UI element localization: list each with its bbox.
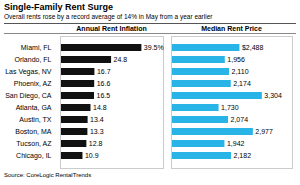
svg-text:13.3: 13.3: [90, 128, 104, 135]
svg-text:Boston, MA: Boston, MA: [15, 128, 52, 135]
svg-text:Chicago, IL: Chicago, IL: [16, 152, 52, 160]
svg-text:Atlanta, GA: Atlanta, GA: [16, 104, 52, 111]
svg-text:Miami, FL: Miami, FL: [21, 44, 52, 51]
html-text:Median Rent Price: Median Rent Price: [201, 25, 262, 32]
svg-text:14.8: 14.8: [93, 104, 107, 111]
svg-text:13.4: 13.4: [90, 116, 104, 123]
svg-text:16.6: 16.6: [97, 80, 111, 87]
svg-text:2,977: 2,977: [255, 128, 273, 135]
html-text:Annual Rent Inflation: Annual Rent Inflation: [76, 25, 147, 32]
svg-text:Tucson, AZ: Tucson, AZ: [16, 140, 52, 147]
svg-text:2,074: 2,074: [231, 116, 249, 123]
svg-text:Orlando, FL: Orlando, FL: [15, 56, 52, 63]
svg-text:3,304: 3,304: [264, 92, 282, 99]
svg-text:Austin, TX: Austin, TX: [19, 116, 51, 123]
svg-text:$2,488: $2,488: [242, 44, 264, 51]
svg-text:Las Vegas, NV: Las Vegas, NV: [5, 68, 52, 76]
svg-text:16.7: 16.7: [97, 68, 111, 75]
html-text:Overall rents rose by a record: Overall rents rose by a record average o…: [4, 13, 213, 20]
svg-text:24.8: 24.8: [114, 56, 128, 63]
html-text:Source: CoreLogic RentalTrends: Source: CoreLogic RentalTrends: [4, 172, 92, 178]
svg-text:Phoenix, AZ: Phoenix, AZ: [14, 80, 52, 87]
svg-text:12.8: 12.8: [89, 140, 103, 147]
svg-text:2,174: 2,174: [233, 80, 251, 87]
svg-text:1,730: 1,730: [221, 104, 239, 111]
svg-text:1,942: 1,942: [227, 140, 245, 147]
svg-text:10.9: 10.9: [85, 152, 99, 159]
svg-text:1,956: 1,956: [227, 56, 245, 63]
svg-text:2,182: 2,182: [234, 152, 252, 159]
svg-text:16.5: 16.5: [96, 92, 110, 99]
svg-text:39.5%: 39.5%: [144, 44, 164, 51]
svg-text:San Diego, CA: San Diego, CA: [5, 92, 52, 100]
svg-text:2,110: 2,110: [232, 68, 249, 75]
html-text:Single-Family Rent Surge: Single-Family Rent Surge: [4, 2, 113, 12]
